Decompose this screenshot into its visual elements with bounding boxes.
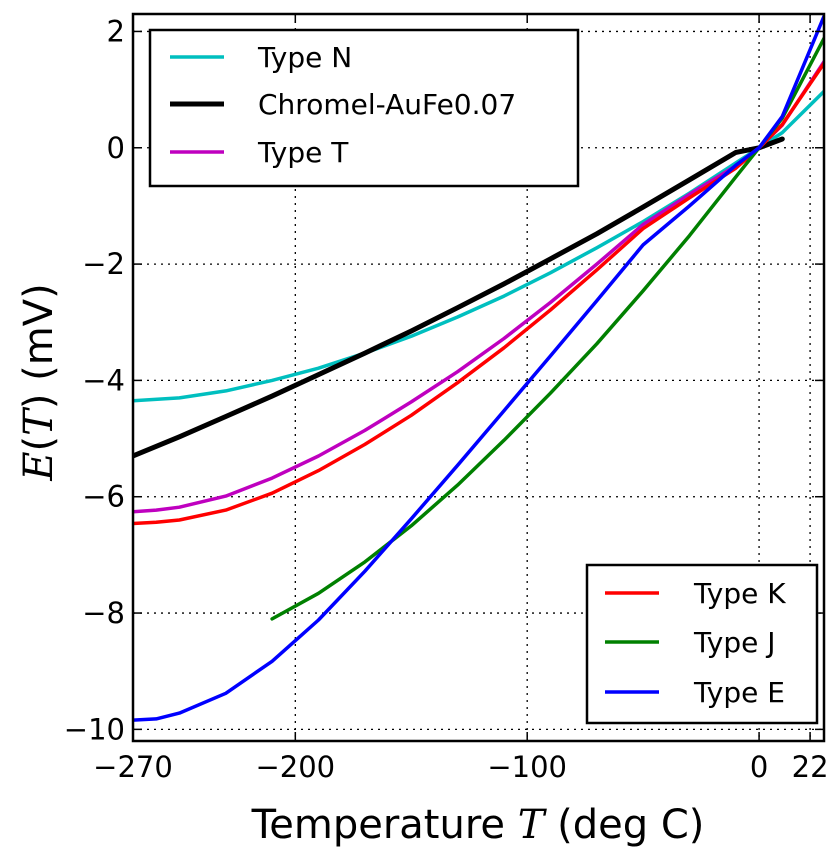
legend-label: Type E [693, 676, 785, 709]
x-tick-label: −100 [487, 750, 567, 784]
y-tick-label: 2 [107, 14, 125, 48]
y-axis-label-open: ( [16, 436, 62, 452]
legend-top-left: Type N Chromel-AuFe0.07 Type T [148, 28, 580, 188]
y-tick-label: −2 [82, 247, 125, 281]
y-tick-label: −4 [82, 363, 125, 397]
x-axis-label: Temperature T (deg C) [251, 802, 705, 848]
y-axis-label-var: T [16, 406, 62, 436]
legend-label: Type J [693, 626, 775, 659]
y-axis-label-rest: ) (mV) [16, 283, 62, 409]
x-axis-label-prefix: Temperature [251, 802, 518, 848]
legend-label: Type N [257, 41, 352, 74]
legend-label: Type K [693, 577, 786, 610]
x-tick-label: 22 [792, 750, 827, 784]
x-tick-label: −270 [93, 750, 173, 784]
x-tick-label: −200 [255, 750, 335, 784]
y-axis-label: E(T) (mV) [16, 283, 62, 481]
y-tick-label: 0 [107, 131, 125, 165]
series-line-chromel-aufe0-07 [133, 136, 785, 459]
x-axis-label-symbol: T [518, 802, 548, 848]
legend-label: Type T [257, 136, 349, 169]
y-tick-label: −6 [82, 480, 125, 514]
y-tick-label: −8 [82, 596, 125, 630]
x-axis-label-suffix: (deg C) [544, 802, 704, 848]
plot-frame [131, 12, 826, 743]
series-line-type-k [133, 61, 824, 526]
series-lines [133, 14, 824, 722]
y-axis-label-symbol: E [16, 451, 62, 481]
legend-label: Chromel-AuFe0.07 [258, 88, 516, 121]
series-line-type-e [133, 14, 824, 722]
x-tick-label: 0 [750, 750, 768, 784]
legend-bottom-right: Type K Type J Type E [585, 563, 819, 725]
y-tick-label: −10 [64, 712, 125, 746]
